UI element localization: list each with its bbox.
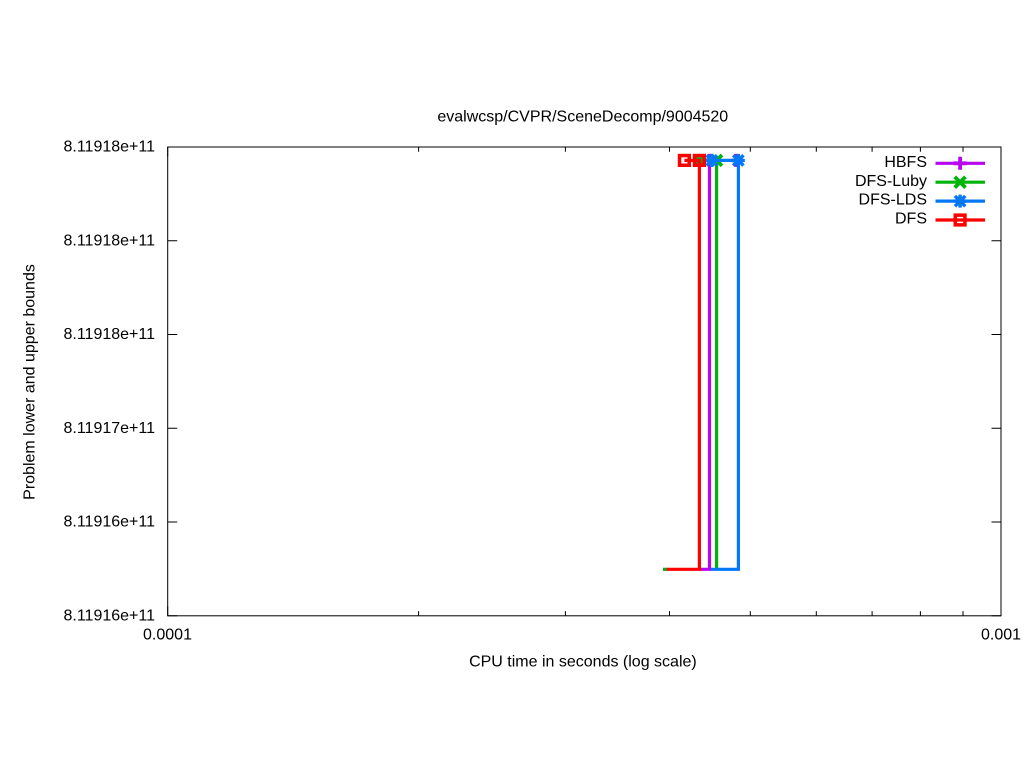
svg-text:8.11918e+11: 8.11918e+11 <box>64 326 156 343</box>
svg-text:0.0001: 0.0001 <box>143 626 192 643</box>
svg-text:8.11918e+11: 8.11918e+11 <box>64 139 156 156</box>
svg-text:8.11918e+11: 8.11918e+11 <box>64 232 156 249</box>
svg-text:CPU time in seconds (log scale: CPU time in seconds (log scale) <box>469 654 697 671</box>
svg-text:8.11916e+11: 8.11916e+11 <box>64 514 156 531</box>
svg-text:0.001: 0.001 <box>981 626 1021 643</box>
svg-text:DFS-Luby: DFS-Luby <box>855 173 927 190</box>
svg-text:DFS: DFS <box>895 211 927 228</box>
svg-text:8.11916e+11: 8.11916e+11 <box>64 607 156 624</box>
svg-text:Problem lower and upper bounds: Problem lower and upper bounds <box>22 264 39 500</box>
svg-text:DFS-LDS: DFS-LDS <box>859 192 927 209</box>
svg-text:HBFS: HBFS <box>884 154 927 171</box>
svg-text:evalwcsp/CVPR/SceneDecomp/9004: evalwcsp/CVPR/SceneDecomp/9004520 <box>437 109 728 126</box>
svg-text:8.11917e+11: 8.11917e+11 <box>64 420 156 437</box>
